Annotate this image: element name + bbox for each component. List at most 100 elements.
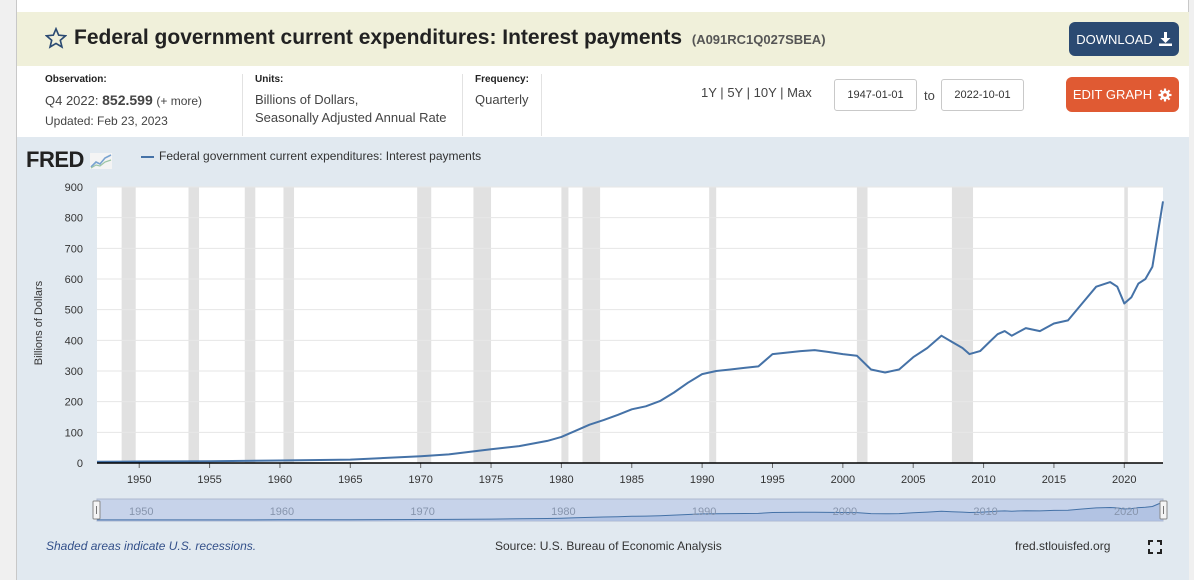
plot-area: [97, 187, 1163, 463]
navigator-tick-label: 2000: [833, 506, 857, 518]
x-tick-label: 1965: [338, 474, 362, 486]
x-tick-label: 2005: [901, 474, 925, 486]
x-tick-label: 2015: [1042, 474, 1066, 486]
range-max-link[interactable]: Max: [787, 85, 812, 100]
y-tick-label: 0: [77, 458, 83, 470]
x-tick-label: 2020: [1112, 474, 1136, 486]
meta-divider: [541, 74, 542, 136]
to-label: to: [924, 88, 935, 103]
meta-divider: [242, 74, 243, 136]
range-links: 1Y | 5Y | 10Y | Max: [701, 85, 812, 100]
x-tick-label: 1985: [620, 474, 644, 486]
observation-label: Observation:: [45, 74, 107, 85]
more-link[interactable]: (+ more): [156, 94, 203, 108]
navigator-tick-label: 1950: [129, 506, 153, 518]
observation-period: Q4 2022:: [45, 93, 99, 108]
title-bar: Federal government current expenditures:…: [17, 12, 1189, 66]
observation-line: Q4 2022: 852.599 (+ more): [45, 91, 202, 110]
frequency-value: Quarterly: [475, 92, 529, 107]
range-separator: |: [720, 85, 724, 100]
updated-date: Updated: Feb 23, 2023: [45, 114, 168, 128]
y-tick-label: 900: [65, 182, 83, 194]
recession-band: [951, 187, 974, 463]
x-tick-label: 1995: [760, 474, 784, 486]
units-label: Units:: [255, 74, 284, 85]
navigator-tick-label: 1960: [270, 506, 294, 518]
legend-label: Federal government current expenditures:…: [159, 149, 482, 163]
recession-band: [188, 187, 200, 463]
fred-chart-icon: [89, 153, 112, 169]
download-icon: [1158, 32, 1172, 46]
recession-band: [244, 187, 256, 463]
y-tick-label: 800: [65, 213, 83, 225]
series-id: (A091RC1Q027SBEA): [691, 32, 826, 47]
y-tick-label: 300: [65, 366, 83, 378]
download-label: DOWNLOAD: [1076, 31, 1153, 47]
fred-url-link[interactable]: fred.stlouisfed.org: [1015, 539, 1111, 553]
x-tick-label: 1955: [197, 474, 221, 486]
edit-graph-label: EDIT GRAPH: [1072, 87, 1153, 102]
x-tick-label: 1960: [268, 474, 292, 486]
x-tick-label: 1980: [549, 474, 573, 486]
y-tick-label: 200: [65, 397, 83, 409]
navigator-tick-label: 1990: [692, 506, 716, 518]
chart-svg: 0 100 200 300 400 500 600 700 800 900 1950 1955 196…: [65, 182, 1168, 522]
y-tick-label: 700: [65, 243, 83, 255]
recession-band: [121, 187, 136, 463]
range-5y-link[interactable]: 5Y: [727, 85, 743, 100]
observation-block: Observation: Q4 2022: 852.599 (+ more) U…: [45, 74, 202, 130]
recession-band: [473, 187, 492, 463]
x-tick-label: 1990: [690, 474, 714, 486]
gear-icon: [1158, 88, 1172, 101]
frequency-block: Frequency: Quarterly: [475, 74, 529, 109]
recession-note: Shaded areas indicate U.S. recessions.: [46, 539, 257, 553]
graph-card: Federal government current expenditures:…: [17, 12, 1189, 580]
navigator-series-area: [97, 502, 1163, 521]
page-title: Federal government current expenditures:…: [74, 26, 826, 50]
units-line-2: Seasonally Adjusted Annual Rate: [255, 110, 447, 125]
range-1y-link[interactable]: 1Y: [701, 85, 717, 100]
meta-divider: [462, 74, 463, 136]
navigator-tick-label: 2010: [973, 506, 997, 518]
end-date-input[interactable]: 2022-10-01: [941, 79, 1024, 111]
fred-logo: FRED: [26, 147, 112, 173]
x-tick-label: 2010: [971, 474, 995, 486]
chart-panel: FRED Federal government current expendit…: [17, 137, 1189, 580]
range-separator: |: [746, 85, 750, 100]
range-10y-link[interactable]: 10Y: [753, 85, 777, 100]
recession-band: [561, 187, 569, 463]
source-text: Source: U.S. Bureau of Economic Analysis: [495, 539, 722, 553]
units-block: Units: Billions of Dollars, Seasonally A…: [255, 74, 447, 127]
navigator-tick-label: 1970: [410, 506, 434, 518]
start-date-input[interactable]: 1947-01-01: [834, 79, 917, 111]
frequency-label: Frequency:: [475, 74, 529, 85]
recession-band: [417, 187, 432, 463]
edit-graph-button[interactable]: EDIT GRAPH: [1066, 77, 1179, 112]
recession-band: [582, 187, 601, 463]
x-tick-label: 1950: [127, 474, 151, 486]
navigator-tick-label: 2020: [1114, 506, 1138, 518]
y-tick-label: 500: [65, 305, 83, 317]
x-tick-label: 1975: [479, 474, 503, 486]
navigator-series-line: [97, 501, 1164, 521]
fred-logo-text: FRED: [26, 147, 84, 172]
y-tick-label: 100: [65, 427, 83, 439]
download-button[interactable]: DOWNLOAD: [1069, 22, 1179, 56]
series-line: [96, 201, 1164, 463]
y-tick-label: 400: [65, 335, 83, 347]
fullscreen-icon[interactable]: [1148, 540, 1162, 554]
star-icon[interactable]: [45, 27, 67, 49]
series-title: Federal government current expenditures:…: [74, 26, 683, 49]
x-tick-label: 1970: [408, 474, 432, 486]
recession-band: [283, 187, 295, 463]
units-line-1: Billions of Dollars,: [255, 92, 359, 107]
legend-swatch: [141, 156, 154, 158]
x-tick-label: 2000: [831, 474, 855, 486]
navigator-tick-label: 1980: [551, 506, 575, 518]
left-window-frame: [0, 0, 17, 580]
recession-band: [709, 187, 717, 463]
observation-value: 852.599: [102, 92, 153, 108]
recession-band: [856, 187, 868, 463]
recession-band: [1124, 187, 1128, 463]
range-separator: |: [780, 85, 784, 100]
